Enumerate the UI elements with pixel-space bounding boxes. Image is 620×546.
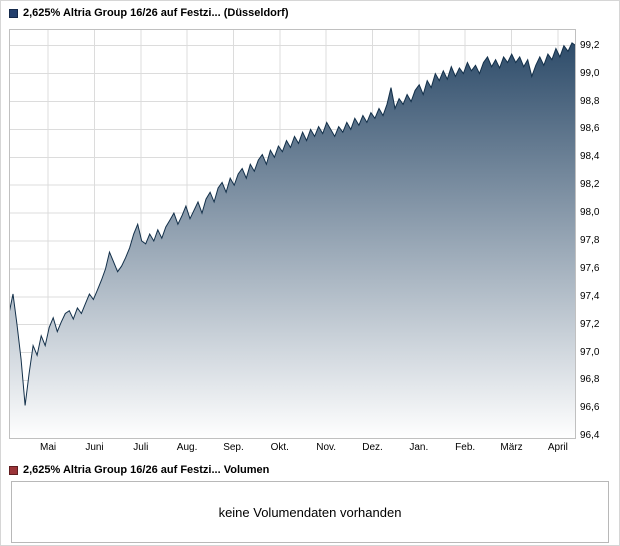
x-axis-label: Aug. bbox=[176, 442, 198, 453]
volume-legend-row: 2,625% Altria Group 16/26 auf Festzi... … bbox=[1, 460, 619, 477]
price-area bbox=[9, 42, 576, 439]
x-axis-label: April bbox=[547, 442, 568, 453]
x-axis-label: Juni bbox=[85, 442, 104, 453]
y-axis-label: 96,4 bbox=[580, 430, 600, 442]
price-line bbox=[9, 42, 576, 406]
price-legend-row: 2,625% Altria Group 16/26 auf Festzi... … bbox=[1, 1, 619, 20]
y-axis-label: 97,0 bbox=[580, 346, 600, 358]
x-axis-label: Jan. bbox=[409, 442, 429, 453]
y-axis-label: 97,8 bbox=[580, 234, 600, 246]
y-axis-label: 97,4 bbox=[580, 290, 600, 302]
x-axis-label: Dez. bbox=[362, 442, 383, 453]
volume-panel: 2,625% Altria Group 16/26 auf Festzi... … bbox=[1, 460, 619, 543]
x-axis-label: Nov. bbox=[316, 442, 337, 453]
x-axis-label: Okt. bbox=[270, 442, 289, 453]
y-axis-label: 99,0 bbox=[580, 67, 600, 79]
chart-title: 2,625% Altria Group 16/26 auf Festzi... … bbox=[23, 7, 289, 19]
volume-series-swatch-icon bbox=[9, 466, 18, 475]
x-axis-label: Feb. bbox=[455, 442, 476, 453]
y-axis-label: 97,2 bbox=[580, 318, 600, 330]
volume-series-label: 2,625% Altria Group 16/26 auf Festzi... … bbox=[23, 464, 270, 476]
price-chart-panel: 2,625% Altria Group 16/26 auf Festzi... … bbox=[1, 1, 619, 460]
x-axis-label: März bbox=[500, 442, 523, 453]
no-volume-data-message: keine Volumendaten vorhanden bbox=[218, 504, 402, 520]
no-volume-data-box: keine Volumendaten vorhanden bbox=[11, 481, 609, 543]
x-axis-label: Sep. bbox=[223, 442, 244, 453]
y-axis-label: 96,6 bbox=[580, 402, 600, 414]
y-axis-label: 97,6 bbox=[580, 262, 600, 274]
y-axis-label: 99,2 bbox=[580, 39, 600, 51]
y-axis-label: 98,4 bbox=[580, 151, 600, 163]
x-axis-label: Juli bbox=[133, 442, 149, 453]
price-series-swatch-icon bbox=[9, 9, 18, 18]
y-axis-label: 98,2 bbox=[580, 179, 600, 191]
y-axis-label: 98,0 bbox=[580, 207, 600, 219]
y-axis-label: 98,8 bbox=[580, 95, 600, 107]
y-axis-label: 96,8 bbox=[580, 374, 600, 386]
price-chart-plot[interactable] bbox=[9, 29, 576, 439]
y-axis-label: 98,6 bbox=[580, 123, 600, 135]
x-axis-label: Mai bbox=[40, 442, 57, 453]
